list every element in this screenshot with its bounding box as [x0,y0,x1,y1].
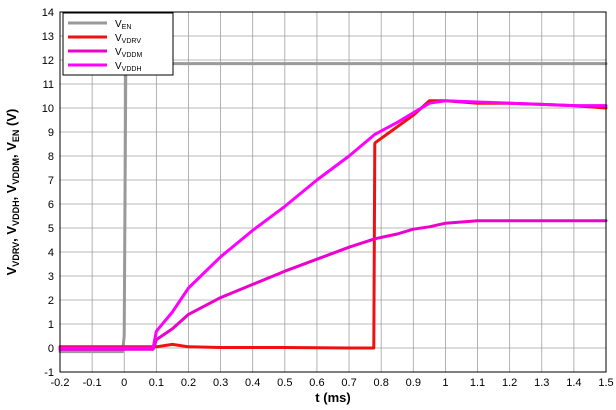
y-axis-title-sep-1: , V [4,226,19,242]
legend-label-vdrv: VVDRV [115,33,141,45]
x-tick-label: 0.4 [245,377,260,389]
y-tick-label: 9 [48,127,54,139]
y-tick-label: 4 [48,247,54,259]
x-tick-label: 1.3 [534,377,549,389]
x-tick-label: 0.2 [181,377,196,389]
x-tick-label: 0.8 [374,377,389,389]
y-axis-title-sep-2: , V [4,184,19,200]
y-tick-label: -1 [44,367,54,379]
legend-label-vddm: VVDDM [115,47,142,59]
y-tick-label: 3 [48,271,54,283]
x-tick-label: 0.9 [406,377,421,389]
y-tick-label: 7 [48,175,54,187]
x-tick-label: -0.2 [51,377,70,389]
x-tick-label: 0.1 [149,377,164,389]
y-tick-label: 14 [42,7,54,19]
x-tick-label: 0.3 [213,377,228,389]
y-tick-label: 0 [48,343,54,355]
y-tick-label: 11 [43,79,54,91]
x-tick-label: 0 [121,377,127,389]
x-tick-label: 1.1 [470,377,485,389]
y-tick-label: 6 [48,199,54,211]
y-tick-label: 1 [48,319,54,331]
y-axis-title-sub-vddh: VDDH [11,200,21,226]
y-axis-title-sub-vdrv: VDRV [11,242,21,267]
plot-frame [59,11,607,373]
x-axis-title: t (ms) [315,390,350,405]
y-axis-title-sep-3: , V [4,142,19,158]
x-tick-label: 0.5 [277,377,292,389]
y-axis-title: VVDRV, VVDDH, VVDDM, VEN (V) [4,109,21,276]
y-tick-label: 5 [48,223,54,235]
series-line-vddm [58,219,608,351]
x-tick-label: 0.6 [309,377,324,389]
series-layer [58,62,608,354]
series-line-vddh [58,99,608,350]
y-tick-label: 12 [42,55,54,67]
x-tick-label: 1.2 [502,377,517,389]
x-tick-label: 1.5 [598,377,613,389]
x-tick-label: 1.4 [566,377,581,389]
y-axis-title-sub-en: EN [11,130,21,143]
legend-label-en: VEN [115,19,131,31]
plot-area [58,11,608,373]
x-tick-label: -0.1 [83,377,102,389]
y-tick-label: 13 [42,31,54,43]
series-line-en [58,62,608,354]
x-tick-labels: -0.2 -0.1 0 0.1 0.2 0.3 0.4 0.5 0.6 0.7 0.8 0.9 1 1.1… [51,377,614,389]
y-axis-title-sub-vddm: VDDM [11,158,21,185]
x-tick-label: 0.7 [341,377,356,389]
x-tick-label: 1 [442,377,448,389]
y-tick-label: 2 [48,295,54,307]
legend: VEN VVDRV VVDDM VVDDH [62,12,174,76]
y-axis-title-prefix: V [4,266,19,275]
legend-label-vddh: VVDDH [115,61,142,73]
y-tick-label: 10 [42,103,54,115]
y-tick-label: 8 [48,151,54,163]
y-axis-title-sep-4: (V) [4,109,19,130]
